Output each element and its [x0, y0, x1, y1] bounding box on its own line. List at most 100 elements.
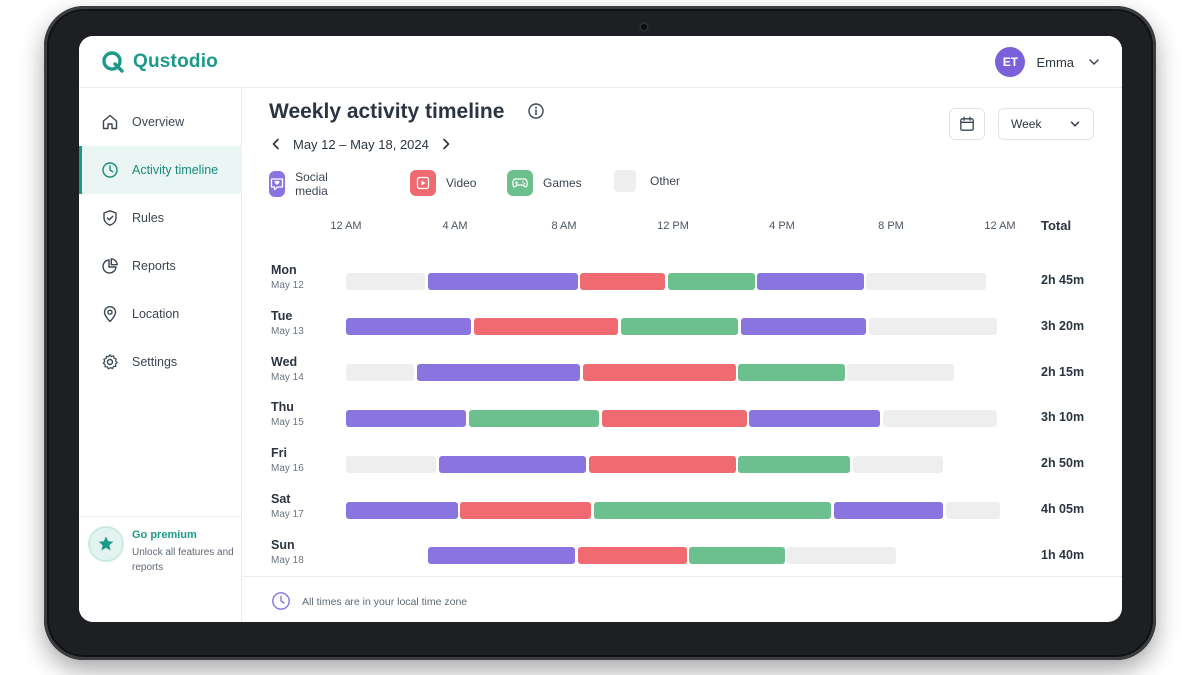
home-icon [102, 114, 118, 130]
sidebar-item-reports[interactable]: Reports [79, 242, 242, 290]
sidebar-item-label: Overview [132, 115, 185, 129]
timeline-segment-social-media[interactable] [346, 318, 472, 336]
day-total: 2h 15m [1041, 364, 1085, 379]
play-icon [416, 176, 430, 190]
timeline-segment-other[interactable] [869, 318, 998, 336]
sidebar-item-activity-timeline[interactable]: Activity timeline [79, 146, 242, 194]
timeline-segment-social-media[interactable] [346, 501, 458, 519]
legend-label: Games [543, 176, 582, 190]
date-navigator: May 12 – May 18, 2024 [269, 134, 453, 154]
chevron-left-icon[interactable] [269, 137, 283, 151]
timeline-segment-games[interactable] [738, 455, 851, 473]
premium-subtitle: Unlock all features and reports [132, 547, 234, 573]
go-premium-card[interactable]: Go premium Unlock all features and repor… [79, 516, 242, 622]
axis-tick-label: 8 PM [878, 220, 904, 232]
main-content: Weekly activity timeline May 12 – May 18… [243, 88, 1122, 622]
timeline-segment-social-media[interactable] [833, 501, 943, 519]
day-total: 3h 20m [1041, 318, 1085, 333]
timeline-segment-games[interactable] [621, 318, 739, 336]
timeline-segment-video[interactable] [460, 501, 592, 519]
timeline-segment-games[interactable] [468, 409, 600, 427]
sidebar-item-overview[interactable]: Overview [79, 98, 242, 146]
day-date: May 16 [271, 463, 304, 475]
timeline-segment-other[interactable] [882, 409, 998, 427]
day-label: Sun [271, 537, 295, 552]
sidebar-item-location[interactable]: Location [79, 290, 242, 338]
app-screen: Qustodio ET Emma Overview Activity timel… [79, 36, 1122, 622]
clock-icon [102, 162, 118, 178]
clock-icon [272, 592, 290, 610]
timezone-footer: All times are in your local time zone [243, 576, 1122, 622]
legend-item-games: Games [507, 170, 582, 196]
timeline-segment-other[interactable] [847, 364, 954, 382]
calendar-button[interactable] [949, 108, 985, 140]
app-name: Qustodio [133, 51, 218, 72]
chevron-down-icon [1070, 121, 1080, 127]
legend-item-social-media: Social media [269, 170, 338, 198]
timeline-segment-video[interactable] [588, 455, 736, 473]
timezone-note: All times are in your local time zone [302, 596, 468, 608]
axis-tick-label: 12 AM [984, 220, 1016, 232]
day-total: 3h 10m [1041, 410, 1085, 425]
axis-tick-label: 4 AM [442, 220, 468, 232]
timeline-segment-social-media[interactable] [749, 409, 881, 427]
info-icon[interactable] [527, 102, 545, 120]
sidebar-item-label: Rules [132, 211, 164, 225]
sidebar-item-rules[interactable]: Rules [79, 194, 242, 242]
timeline-segment-social-media[interactable] [438, 455, 586, 473]
day-date: May 14 [271, 371, 304, 383]
day-label: Mon [271, 263, 297, 277]
day-date: May 12 [271, 280, 304, 291]
legend-swatch [614, 170, 636, 192]
timeline-segment-social-media[interactable] [346, 409, 466, 427]
day-date: May 13 [271, 325, 304, 337]
timeline-segment-social-media[interactable] [427, 272, 578, 290]
axis-tick-label: 8 AM [551, 220, 577, 232]
timeline-segment-social-media[interactable] [416, 364, 581, 382]
app-logo[interactable]: Qustodio [101, 50, 218, 74]
day-total: 2h 45m [1041, 273, 1085, 287]
chevron-down-icon [1089, 59, 1099, 65]
period-select[interactable]: Week [998, 108, 1094, 140]
timeline-segment-social-media[interactable] [757, 272, 864, 290]
legend-label: Social media [295, 170, 328, 198]
day-date: May 15 [271, 417, 304, 429]
timeline-segment-video[interactable] [602, 409, 747, 427]
sidebar-item-label: Reports [132, 259, 176, 273]
timeline-segment-social-media[interactable] [741, 318, 867, 336]
day-date: May 17 [271, 509, 304, 520]
timeline-segment-other[interactable] [346, 272, 426, 290]
day-total: 4h 05m [1041, 502, 1085, 516]
gear-icon [102, 354, 118, 370]
timeline-segment-games[interactable] [593, 501, 832, 519]
timeline-segment-games[interactable] [689, 547, 785, 565]
legend-item-other: Other [614, 170, 680, 192]
timeline-segment-other[interactable] [852, 455, 943, 473]
timeline-segment-games[interactable] [667, 272, 755, 290]
timeline-segment-video[interactable] [583, 364, 736, 382]
timeline-segment-other[interactable] [346, 455, 436, 473]
front-camera [639, 22, 649, 32]
timeline-segment-other[interactable] [787, 547, 897, 565]
axis-tick-label: 4 PM [769, 220, 795, 232]
heart-chat-icon [270, 178, 284, 191]
legend-item-video: Video [410, 170, 476, 196]
timeline-segment-games[interactable] [738, 364, 845, 382]
page-title: Weekly activity timeline [269, 100, 505, 123]
sidebar-item-settings[interactable]: Settings [79, 338, 242, 386]
timeline-segment-video[interactable] [577, 547, 687, 565]
legend-label: Other [650, 174, 681, 188]
timeline-segment-video[interactable] [580, 272, 665, 290]
timeline-segment-other[interactable] [346, 364, 415, 382]
chevron-right-icon[interactable] [439, 137, 453, 151]
axis-tick-label: 12 AM [330, 220, 362, 232]
timeline-segment-social-media[interactable] [427, 547, 575, 565]
user-menu[interactable]: ET Emma [995, 47, 1100, 77]
period-select-value: Week [1011, 117, 1042, 131]
axis-tick-label: 12 PM [657, 220, 689, 232]
star-icon [98, 536, 114, 551]
timeline-segment-other[interactable] [866, 272, 987, 290]
timeline-segment-other[interactable] [945, 501, 1000, 519]
timeline-segment-video[interactable] [474, 318, 619, 336]
day-label: Fri [271, 446, 287, 461]
